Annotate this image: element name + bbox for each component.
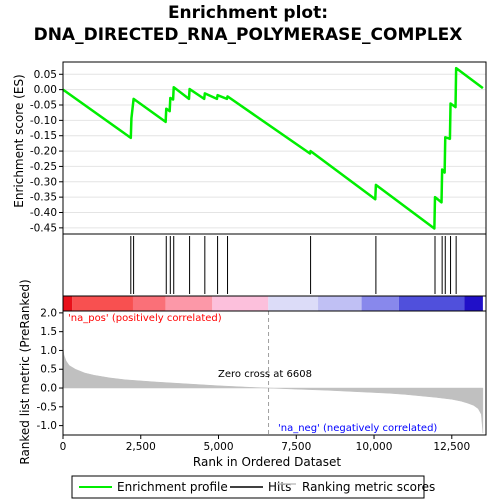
x-tick-label: 7,500	[281, 441, 311, 453]
color-band-segment	[464, 296, 483, 311]
metric-y-axis-title: Ranked list metric (PreRanked)	[18, 279, 32, 464]
es-y-tick-label: -0.45	[30, 222, 57, 234]
legend: Enrichment profile Hits Ranking metric s…	[71, 475, 435, 499]
metric-y-tick-label: 2.0	[40, 307, 57, 319]
ranked-list-color-band	[62, 295, 487, 312]
es-y-tick-label: -0.05	[30, 100, 57, 112]
hits-panel	[62, 233, 487, 297]
color-band-segment	[212, 296, 269, 311]
es-y-axis-title: Enrichment score (ES)	[12, 74, 26, 207]
es-y-tick-label: -0.25	[30, 161, 57, 173]
metric-y-tick-label: 1.5	[40, 326, 57, 338]
metric-plot-frame	[62, 310, 487, 436]
hits-frame	[62, 233, 487, 297]
color-band-segment	[165, 296, 213, 311]
color-band-segment	[361, 296, 399, 311]
metric-y-tick-label: -1.0	[37, 420, 58, 432]
es-y-tick-label: -0.40	[30, 207, 57, 219]
metric-y-tick-label: 0.5	[40, 364, 57, 376]
chart-title-line-1: Enrichment plot:	[168, 3, 328, 23]
chart-title-line-2: DNA_DIRECTED_RNA_POLYMERASE_COMPLEX	[34, 25, 463, 45]
legend-enrichment-label: Enrichment profile	[117, 480, 228, 494]
es-y-tick-label: -0.10	[30, 115, 57, 127]
es-panel: 0.05 0.00 -0.05 -0.10 -0.15 -0.20 -0.25 -0.30 -0…	[30, 61, 487, 235]
x-tick-label: 2,500	[126, 441, 156, 453]
metric-y-tick-label: -0.5	[37, 401, 58, 413]
x-axis-title: Rank in Ordered Dataset	[193, 455, 341, 469]
color-band-segment	[72, 296, 133, 311]
na-neg-annotation: 'na_neg' (negatively correlated)	[278, 423, 437, 434]
color-band-segment	[63, 296, 73, 311]
color-band-segment	[318, 296, 362, 311]
color-band-segment	[268, 296, 319, 311]
es-y-tick-label: 0.05	[34, 69, 57, 81]
es-y-tick-label: 0.00	[34, 84, 57, 96]
es-y-tick-label: -0.30	[30, 176, 57, 188]
zero-cross-annotation: Zero cross at 6608	[218, 369, 312, 380]
x-tick-label: 0	[60, 441, 67, 453]
metric-panel: 2.0 1.5 1.0 0.5 0.0 -0.5 -1.00 2,500 5,000 7,500 1…	[37, 307, 487, 453]
ranking-metric-area	[62, 346, 484, 434]
es-y-tick-label: -0.35	[30, 192, 57, 204]
metric-y-tick-label: 1.0	[40, 345, 57, 357]
metric-y-tick-label: 0.0	[40, 383, 57, 395]
legend-hits-label: Hits	[268, 480, 291, 494]
es-y-tick-label: -0.20	[30, 146, 57, 158]
enrichment-profile-line	[62, 66, 484, 230]
x-tick-label: 12,500	[433, 441, 470, 453]
color-band-segment	[132, 296, 166, 311]
na-pos-annotation: 'na_pos' (positively correlated)	[68, 313, 222, 324]
color-band-segment	[398, 296, 465, 311]
x-tick-label: 5,000	[203, 441, 233, 453]
metric-plot-background	[63, 311, 486, 435]
legend-metric-label: Ranking metric scores	[302, 480, 435, 494]
es-y-tick-label: -0.15	[30, 130, 57, 142]
es-plot-background	[63, 62, 486, 234]
x-tick-label: 10,000	[356, 441, 393, 453]
